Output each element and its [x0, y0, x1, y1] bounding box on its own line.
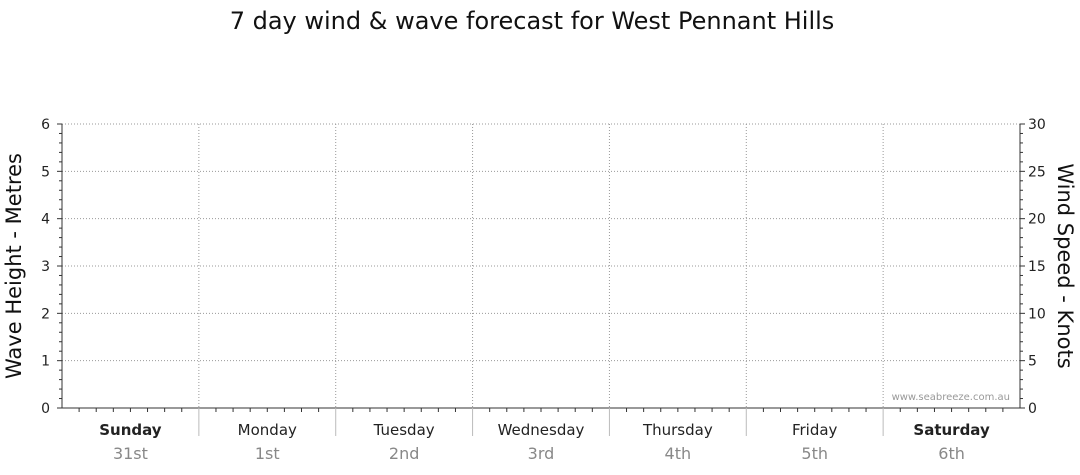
- day-date-label: 2nd: [389, 444, 419, 463]
- axes: [61, 124, 1021, 412]
- left-axis-ticks: 0 1 2 3 4 5 6: [41, 117, 62, 417]
- chart-title: 7 day wind & wave forecast for West Penn…: [230, 7, 835, 35]
- right-tick-label: 5: [1028, 354, 1037, 370]
- y-axis-title-right: Wind Speed - Knots: [1053, 163, 1077, 368]
- left-tick-label: 2: [41, 306, 50, 322]
- right-tick-label: 0: [1028, 401, 1037, 417]
- day-name-label: Sunday: [99, 421, 162, 439]
- left-tick-label: 4: [41, 212, 50, 228]
- day-date-label: 4th: [665, 444, 692, 463]
- day-name-label: Thursday: [642, 421, 713, 439]
- day-name-label: Friday: [792, 421, 838, 439]
- left-tick-label: 0: [41, 401, 50, 417]
- left-tick-label: 3: [41, 259, 50, 275]
- right-tick-label: 25: [1028, 164, 1046, 180]
- right-tick-label: 10: [1028, 306, 1046, 322]
- day-date-label: 3rd: [528, 444, 555, 463]
- left-tick-label: 1: [41, 354, 50, 370]
- right-tick-label: 30: [1028, 117, 1046, 133]
- watermark: www.seabreeze.com.au: [892, 392, 1010, 403]
- right-tick-label: 20: [1028, 212, 1046, 228]
- right-tick-label: 15: [1028, 259, 1046, 275]
- day-date-label: 5th: [801, 444, 828, 463]
- day-date-label: 6th: [938, 444, 965, 463]
- day-date-label: 31st: [113, 444, 148, 463]
- grid: [62, 123, 1020, 408]
- y-axis-title-left: Wave Height - Metres: [2, 153, 26, 379]
- right-axis-ticks: 0 5 10 15 20 25 30: [1020, 117, 1046, 417]
- day-name-label: Monday: [238, 421, 297, 439]
- day-name-label: Saturday: [913, 421, 990, 439]
- left-tick-label: 6: [41, 117, 50, 133]
- day-name-label: Wednesday: [498, 421, 585, 439]
- left-tick-label: 5: [41, 164, 50, 180]
- day-name-label: Tuesday: [373, 421, 435, 439]
- day-labels: Sunday 31st Monday 1st Tuesday 2nd Wednesday 3r…: [99, 408, 990, 463]
- day-date-label: 1st: [255, 444, 280, 463]
